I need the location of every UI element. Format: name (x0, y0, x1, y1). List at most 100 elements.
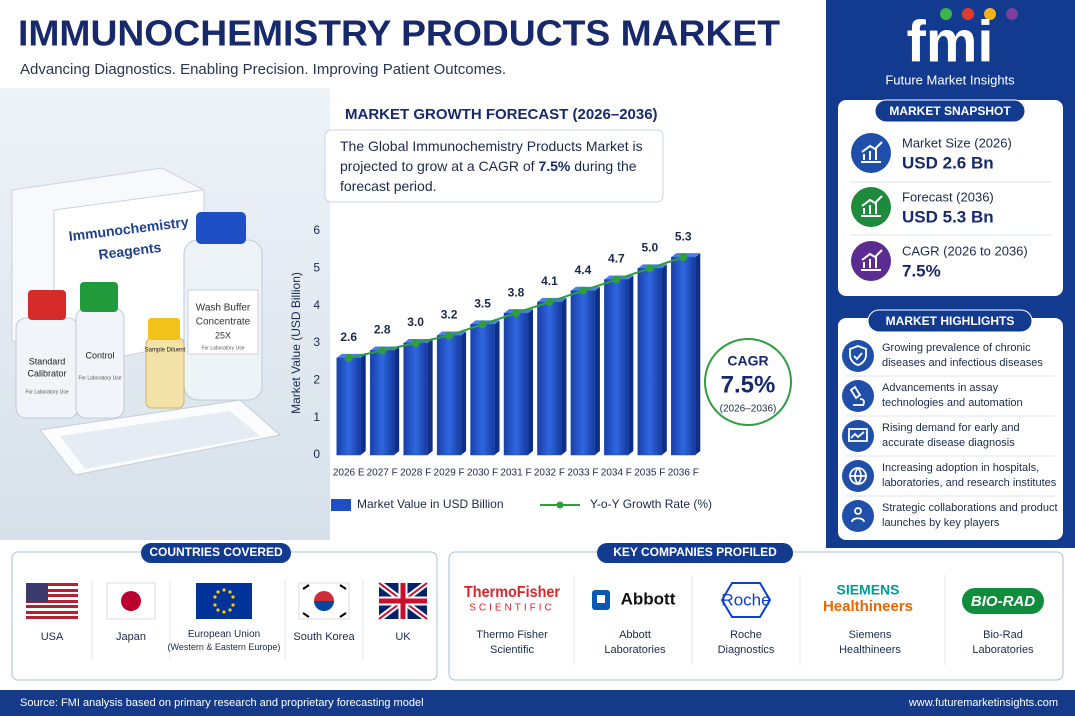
forecast-box (324, 129, 664, 203)
bar (403, 342, 428, 456)
logo-name: Future Market Insights (885, 72, 1015, 87)
logo-dot (984, 8, 996, 20)
line-point (545, 297, 554, 306)
value-label: 4.4 (575, 263, 592, 277)
snapshot-label: Market Size (2026) (902, 135, 1012, 150)
bar-side (661, 264, 667, 455)
y-tick-label: 2 (313, 373, 320, 387)
value-label: 2.8 (374, 323, 391, 337)
forecast-cagr: 7.5% (538, 158, 571, 174)
snapshot-icon (851, 241, 891, 281)
y-axis-label: Market Value (USD Billion) (289, 272, 303, 414)
forecast-text-part: during the forecast period. (340, 158, 637, 194)
bar-side (427, 339, 433, 455)
bar-side (695, 253, 701, 455)
company-name: Bio-Rad Laboratories (972, 629, 1034, 656)
company-name: Abbott Laboratories (604, 629, 666, 656)
bar-side (594, 286, 600, 455)
highlight-item: Advancements in assay technologies and a… (882, 382, 1023, 409)
country-name: South Korea (293, 631, 355, 643)
country-name: UK (395, 631, 411, 643)
company-logo: Abbott (621, 589, 676, 608)
snapshot-icon (851, 187, 891, 227)
country-name: Japan (116, 631, 146, 643)
country-name: USA (40, 631, 64, 643)
bottle-label: Control (85, 350, 114, 360)
line-point (478, 320, 487, 329)
bar-side (461, 331, 467, 455)
forecast-text: The Global Immunochemistry Products Mark… (340, 136, 650, 196)
highlight-glyphs (848, 345, 868, 523)
line-point (344, 353, 353, 362)
x-tick-label: 2026 E (333, 468, 365, 479)
snapshot-heading: MARKET SNAPSHOT (889, 104, 1011, 118)
title: IMMUNOCHEMISTRY PRODUCTS MARKET (18, 13, 780, 54)
flag-eu (196, 583, 252, 619)
line-point (645, 264, 654, 273)
snapshot-box (838, 100, 1063, 296)
bottle-label: Concentrate (196, 317, 251, 328)
company-logo: SIEMENS (836, 582, 899, 598)
flag-korea (298, 582, 350, 620)
highlight-item: Growing prevalence of chronic diseases a… (882, 342, 1043, 369)
company-name: Thermo Fisher Scientific (476, 629, 548, 656)
companies-pill (597, 543, 793, 563)
box-label: Reagents (98, 239, 163, 263)
value-label: 4.1 (541, 274, 558, 288)
highlight-item: Rising demand for early and accurate dis… (882, 422, 1020, 449)
bottle-label: Wash Buffer (196, 303, 251, 314)
dividers (846, 375, 1055, 497)
line-point (378, 346, 387, 355)
value-label: 4.7 (608, 252, 625, 266)
cagr-label: CAGR (727, 353, 768, 369)
footer-url: www.futuremarketinsights.com (908, 697, 1058, 709)
biorad-badge (962, 588, 1044, 614)
bar (537, 301, 562, 456)
company-logo: Roche (721, 590, 770, 609)
bar (604, 279, 629, 456)
snapshot-value: USD 5.3 Bn (902, 207, 994, 226)
bottle-note: For Laboratory Use (201, 345, 244, 351)
highlight-item: Strategic collaborations and product lau… (882, 502, 1058, 529)
line-point (411, 339, 420, 347)
company-logo: ThermoFisher (464, 584, 560, 601)
roche-hexagon (720, 582, 772, 618)
value-label: 5.0 (641, 241, 658, 255)
x-tick-label: 2034 F (601, 468, 632, 479)
bar (503, 312, 529, 456)
bar (570, 290, 596, 456)
y-tick-label: 5 (313, 261, 320, 275)
logo-dot (940, 8, 952, 20)
logo-mark: fmi (907, 9, 994, 74)
legend-swatch (331, 499, 351, 511)
value-label: 2.6 (340, 330, 357, 344)
dividers (573, 575, 946, 665)
product-illustration (11, 167, 282, 476)
logo-dot (1006, 8, 1018, 20)
x-tick-label: 2028 F (400, 468, 431, 479)
value-label: 3.2 (441, 308, 458, 322)
snapshot-icon (851, 133, 891, 173)
y-tick-label: 4 (313, 298, 320, 312)
bar-side (360, 353, 366, 455)
bottle-label: Standard (29, 356, 66, 366)
companies-heading: KEY COMPANIES PROFILED (613, 545, 777, 559)
cagr-badge (704, 338, 792, 426)
y-tick-label: 1 (313, 410, 320, 424)
highlight-item: Increasing adoption in hospitals, labora… (882, 462, 1057, 489)
legend-label: Market Value in USD Billion (357, 497, 504, 511)
country-note: (Western & Eastern Europe) (167, 642, 281, 652)
highlights-heading: MARKET HIGHLIGHTS (886, 314, 1015, 328)
company-logo-sub: SCIENTIFIC (469, 603, 555, 614)
bar (470, 324, 495, 456)
bottle-label: Sample Diluent (145, 348, 186, 354)
countries-heading: COUNTRIES COVERED (149, 545, 283, 559)
x-tick-label: 2027 F (367, 468, 398, 479)
cagr-value: 7.5% (721, 371, 776, 398)
snapshot-label: CAGR (2026 to 2036) (902, 243, 1028, 258)
highlights-box (838, 318, 1063, 540)
line-point (612, 275, 621, 284)
value-label: 3.0 (407, 315, 424, 329)
